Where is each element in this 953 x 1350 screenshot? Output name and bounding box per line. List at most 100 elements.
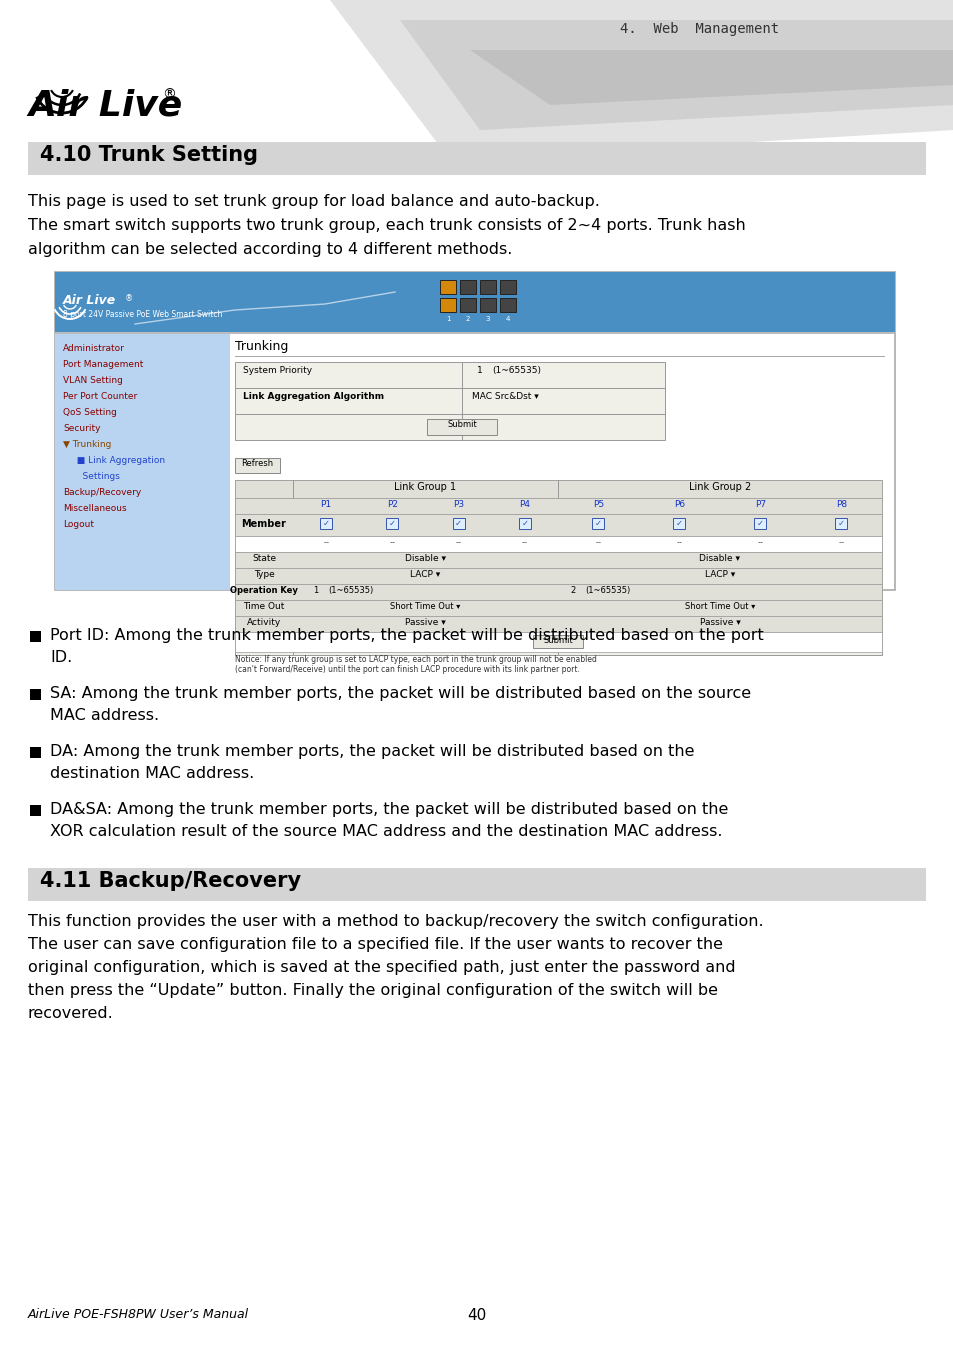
- Bar: [234, 481, 882, 655]
- Bar: [234, 599, 882, 616]
- Text: 1: 1: [445, 316, 450, 323]
- Text: 40: 40: [467, 1308, 486, 1323]
- Text: The smart switch supports two trunk group, each trunk consists of 2~4 ports. Tru: The smart switch supports two trunk grou…: [28, 217, 745, 234]
- Text: original configuration, which is saved at the specified path, just enter the pas: original configuration, which is saved a…: [28, 960, 735, 975]
- Text: 1: 1: [476, 366, 482, 375]
- Bar: [439, 279, 456, 294]
- Text: ✓: ✓: [676, 518, 682, 528]
- Text: State: State: [252, 554, 275, 563]
- Text: DA&SA: Among the trunk member ports, the packet will be distributed based on the: DA&SA: Among the trunk member ports, the…: [50, 802, 727, 817]
- Bar: [592, 518, 604, 529]
- Text: Air Live: Air Live: [28, 88, 182, 122]
- Text: Settings: Settings: [71, 472, 120, 481]
- Text: LACP ▾: LACP ▾: [410, 570, 440, 579]
- Text: P5: P5: [593, 500, 603, 509]
- Text: 4.  Web  Management: 4. Web Management: [619, 22, 779, 36]
- Bar: [30, 747, 41, 757]
- Text: Logout: Logout: [63, 520, 94, 529]
- Bar: [55, 271, 894, 332]
- Text: ID.: ID.: [50, 649, 72, 666]
- Text: Activity: Activity: [247, 618, 281, 626]
- Text: Passive ▾: Passive ▾: [699, 618, 740, 626]
- Text: algorithm can be selected according to 4 different methods.: algorithm can be selected according to 4…: [28, 242, 512, 256]
- Polygon shape: [470, 50, 953, 105]
- Text: ✓: ✓: [455, 518, 461, 528]
- Bar: [30, 805, 41, 815]
- Text: ▼ Trunking: ▼ Trunking: [63, 440, 112, 450]
- Text: 4.11 Backup/Recovery: 4.11 Backup/Recovery: [40, 871, 301, 891]
- Text: MAC address.: MAC address.: [50, 707, 159, 724]
- Text: Time Out: Time Out: [243, 602, 284, 612]
- Polygon shape: [330, 0, 953, 161]
- Text: 2: 2: [465, 316, 470, 323]
- Text: (1~65535): (1~65535): [492, 366, 540, 375]
- Text: P4: P4: [518, 500, 530, 509]
- Text: ✓: ✓: [322, 518, 330, 528]
- Text: ✓: ✓: [389, 518, 395, 528]
- Text: P7: P7: [754, 500, 765, 509]
- Text: DA: Among the trunk member ports, the packet will be distributed based on the: DA: Among the trunk member ports, the pa…: [50, 744, 694, 759]
- Text: ✓: ✓: [521, 518, 528, 528]
- Bar: [234, 568, 882, 585]
- Text: MAC Src&Dst ▾: MAC Src&Dst ▾: [472, 392, 538, 401]
- Text: --: --: [389, 539, 395, 547]
- Bar: [479, 298, 496, 312]
- Text: System Priority: System Priority: [243, 366, 312, 375]
- Bar: [28, 868, 925, 900]
- Text: Submit: Submit: [447, 420, 476, 429]
- Bar: [30, 630, 41, 643]
- Bar: [234, 552, 882, 568]
- Text: Port ID: Among the trunk member ports, the packet will be distributed based on t: Port ID: Among the trunk member ports, t…: [50, 628, 763, 643]
- Text: Miscellaneous: Miscellaneous: [63, 504, 127, 513]
- Bar: [234, 362, 664, 440]
- Text: 3: 3: [485, 316, 490, 323]
- Text: Disable ▾: Disable ▾: [405, 554, 446, 563]
- Bar: [28, 142, 925, 176]
- Text: ✓: ✓: [595, 518, 601, 528]
- Bar: [386, 518, 398, 529]
- Text: Link Group 2: Link Group 2: [688, 482, 750, 491]
- Bar: [673, 518, 685, 529]
- Bar: [459, 298, 476, 312]
- Text: --: --: [456, 539, 461, 547]
- Text: Refresh: Refresh: [241, 459, 273, 468]
- Text: ■ Link Aggregation: ■ Link Aggregation: [71, 456, 165, 464]
- Bar: [234, 632, 882, 652]
- Text: P8: P8: [835, 500, 846, 509]
- Text: P1: P1: [320, 500, 332, 509]
- Text: 8 port 24V Passive PoE Web Smart Switch: 8 port 24V Passive PoE Web Smart Switch: [63, 310, 222, 319]
- Text: This page is used to set trunk group for load balance and auto-backup.: This page is used to set trunk group for…: [28, 194, 599, 209]
- Text: --: --: [838, 539, 843, 547]
- Text: Member: Member: [241, 518, 286, 529]
- Text: Short Time Out ▾: Short Time Out ▾: [390, 602, 460, 612]
- Text: QoS Setting: QoS Setting: [63, 408, 117, 417]
- Text: Link Group 1: Link Group 1: [394, 482, 456, 491]
- Text: This function provides the user with a method to backup/recovery the switch conf: This function provides the user with a m…: [28, 914, 762, 929]
- Bar: [461, 362, 462, 440]
- Text: ✓: ✓: [837, 518, 844, 528]
- Bar: [55, 271, 894, 590]
- Bar: [518, 518, 530, 529]
- Text: Type: Type: [253, 570, 274, 579]
- Bar: [55, 332, 894, 333]
- Text: Port Management: Port Management: [63, 360, 143, 369]
- Text: --: --: [323, 539, 329, 547]
- Text: Operation Key: Operation Key: [230, 586, 297, 595]
- Text: --: --: [676, 539, 681, 547]
- Bar: [459, 279, 476, 294]
- Bar: [234, 616, 882, 632]
- Polygon shape: [399, 20, 953, 130]
- Text: destination MAC address.: destination MAC address.: [50, 765, 254, 782]
- Text: recovered.: recovered.: [28, 1006, 113, 1021]
- Text: (1~65535): (1~65535): [584, 586, 630, 595]
- Bar: [293, 481, 294, 655]
- Bar: [533, 634, 582, 648]
- Bar: [479, 279, 496, 294]
- Text: Short Time Out ▾: Short Time Out ▾: [684, 602, 755, 612]
- Bar: [320, 518, 332, 529]
- Bar: [499, 298, 516, 312]
- Bar: [754, 518, 765, 529]
- Text: then press the “Update” button. Finally the original configuration of the switch: then press the “Update” button. Finally …: [28, 983, 718, 998]
- Bar: [427, 418, 497, 435]
- Text: SA: Among the trunk member ports, the packet will be distributed based on the so: SA: Among the trunk member ports, the pa…: [50, 686, 750, 701]
